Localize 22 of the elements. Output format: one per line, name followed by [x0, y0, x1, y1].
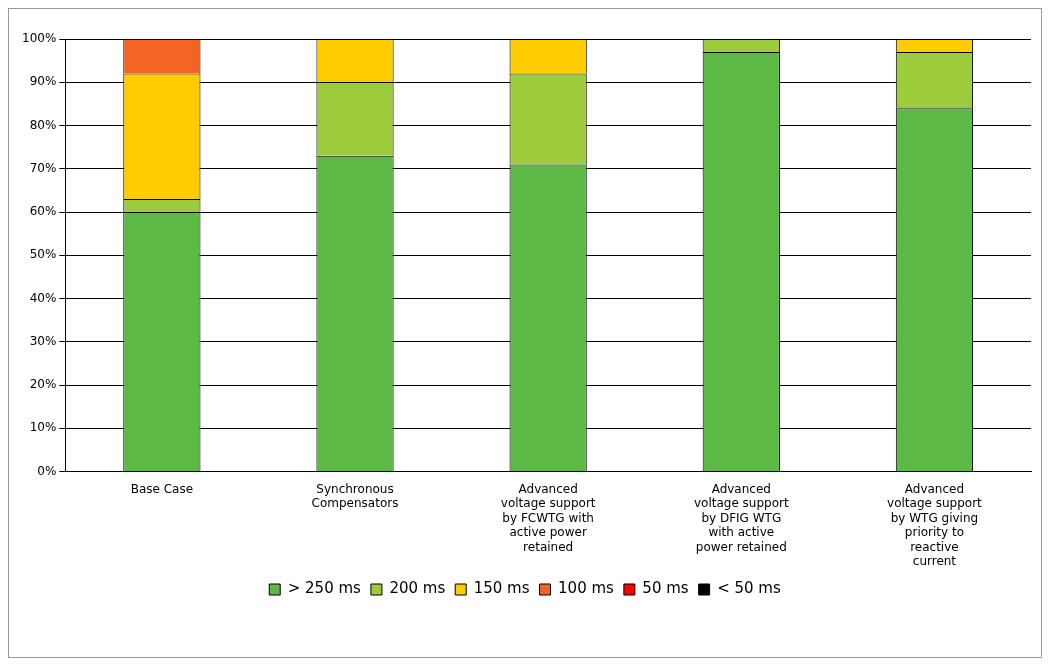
y-tick-label: 20% [29, 377, 57, 392]
y-tick-label: 90% [29, 74, 57, 89]
legend-label: > 250 ms [287, 579, 362, 598]
y-tick-label: 80% [29, 117, 57, 132]
x-tick-label: Base Case [130, 481, 194, 496]
x-tick-label: Synchronous Compensators [311, 481, 399, 511]
y-tick-label: 60% [29, 204, 57, 219]
y-tick-label: 70% [29, 160, 57, 175]
legend-label: 150 ms [473, 579, 530, 598]
y-tick-label: 50% [29, 247, 57, 262]
legend-label: < 50 ms [717, 579, 781, 598]
x-tick-label: Advanced voltage support by WTG giving priority to reactive current [887, 481, 983, 568]
y-tick-label: 40% [29, 290, 57, 305]
x-tick-label: Advanced voltage support by DFIG WTG with active power retained [693, 481, 789, 554]
x-tick-label: Advanced voltage support by FCWTG with active power retained [500, 481, 596, 554]
y-tick-label: 100% [21, 31, 57, 46]
legend-label: 50 ms [642, 579, 689, 598]
y-tick-label: 10% [29, 420, 57, 435]
legend-label: 100 ms [558, 579, 615, 598]
legend-label: 200 ms [389, 579, 446, 598]
y-tick-label: 30% [29, 333, 57, 348]
y-tick-label: 0% [37, 463, 57, 478]
